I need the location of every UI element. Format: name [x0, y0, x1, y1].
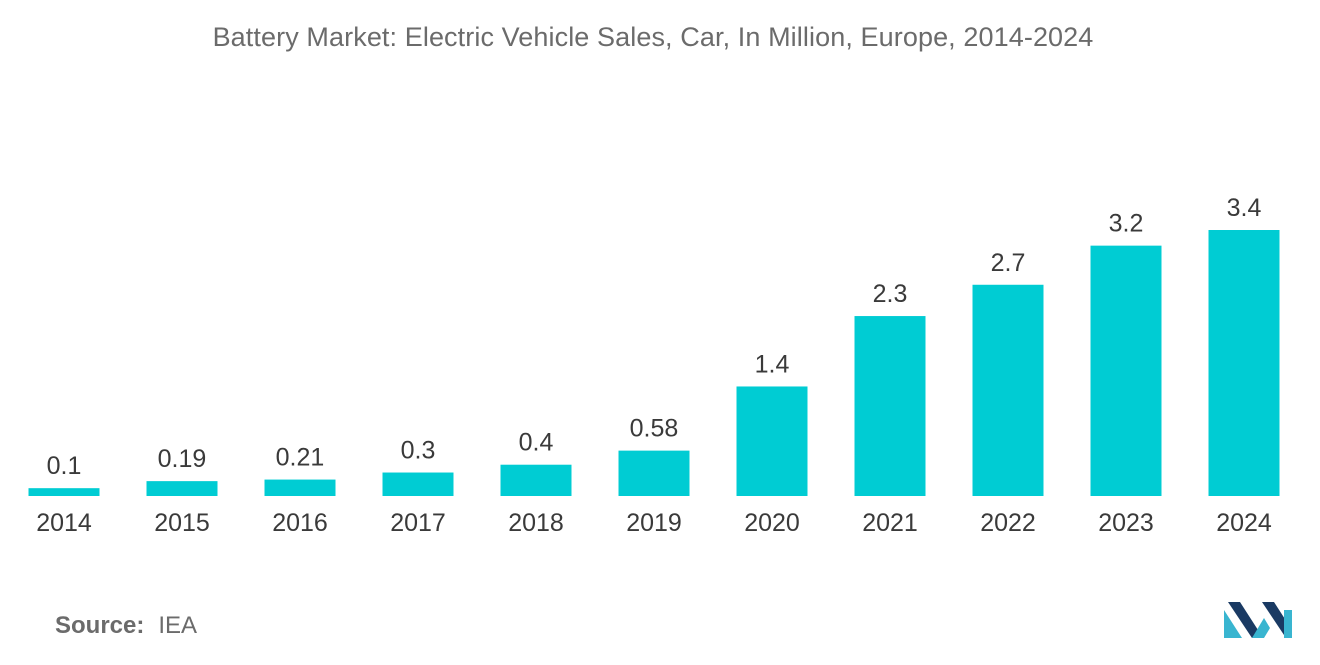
- bar-2024: [1208, 230, 1280, 496]
- source-note: Source: IEA: [55, 612, 197, 640]
- source-value: IEA: [158, 612, 198, 639]
- chart-title: Battery Market: Electric Vehicle Sales, …: [212, 22, 1094, 52]
- x-tick-label-2018: 2018: [508, 509, 564, 537]
- source-label: Source:: [55, 612, 145, 639]
- x-tick-label-2017: 2017: [390, 509, 446, 537]
- x-tick-label-2015: 2015: [154, 509, 210, 537]
- x-tick-label-2016: 2016: [272, 509, 328, 537]
- data-label-2017: 0.3: [401, 437, 436, 465]
- bar-2023: [1090, 245, 1162, 496]
- x-tick-label-2022: 2022: [980, 509, 1036, 537]
- x-tick-label-2023: 2023: [1098, 509, 1154, 537]
- bar-chart: 0.1 2014 0.19 2015 0.21 2016 0.3 2017 0.4 2018 0.5…: [28, 194, 1280, 537]
- data-label-2022: 2.7: [991, 249, 1026, 277]
- x-tick-label-2021: 2021: [862, 509, 918, 537]
- data-label-2023: 3.2: [1109, 210, 1144, 238]
- bar-2014: [28, 488, 100, 496]
- data-label-2015: 0.19: [158, 445, 207, 473]
- bar-2020: [736, 386, 808, 496]
- data-label-2019: 0.58: [630, 415, 679, 443]
- bar-2015: [146, 481, 218, 496]
- data-label-2021: 2.3: [873, 280, 908, 308]
- x-tick-label-2024: 2024: [1216, 509, 1272, 537]
- data-label-2014: 0.1: [47, 452, 82, 480]
- x-tick-label-2020: 2020: [744, 509, 800, 537]
- bar-2021: [854, 316, 926, 496]
- bar-2018: [500, 464, 572, 496]
- data-label-2024: 3.4: [1227, 194, 1262, 222]
- data-label-2020: 1.4: [755, 350, 790, 378]
- data-label-2018: 0.4: [519, 429, 554, 457]
- bar-2022: [972, 284, 1044, 496]
- x-tick-label-2014: 2014: [36, 509, 92, 537]
- x-tick-label-2019: 2019: [626, 509, 682, 537]
- bar-2019: [618, 450, 690, 496]
- data-label-2016: 0.21: [276, 444, 325, 472]
- mordor-intelligence-logo-icon: [1224, 602, 1292, 638]
- bar-2017: [382, 472, 454, 496]
- bar-2016: [264, 479, 336, 496]
